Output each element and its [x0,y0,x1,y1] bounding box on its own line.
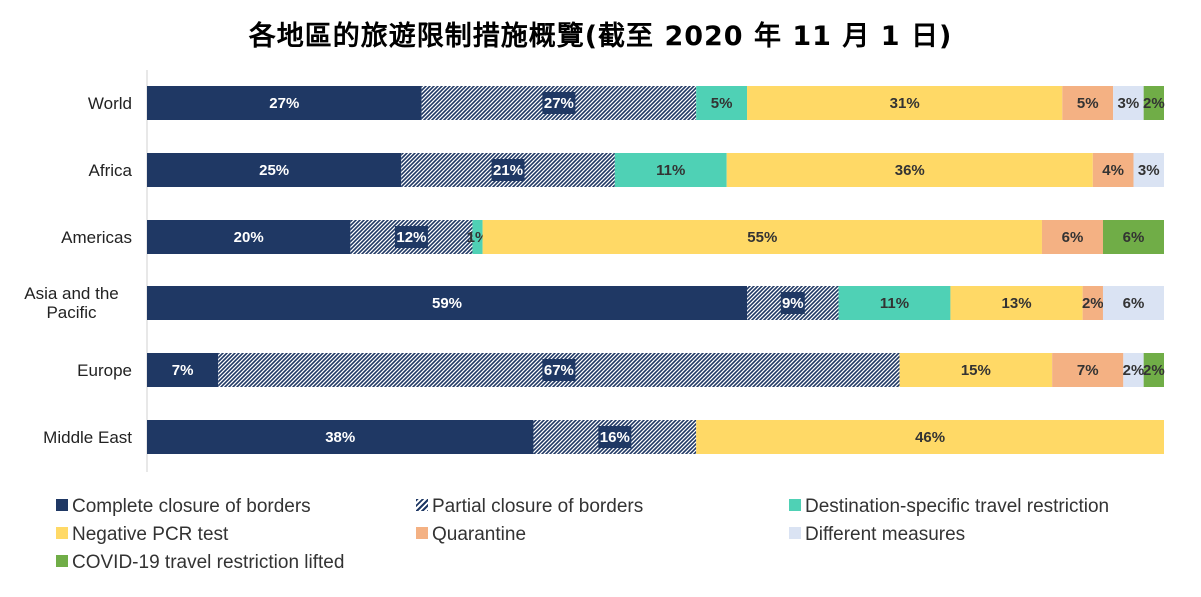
legend-item: COVID-19 travel restriction lifted [56,552,344,574]
legend-swatch [416,527,428,539]
data-label: 6% [1123,229,1145,246]
data-label: 59% [432,295,462,312]
data-label: 6% [1062,229,1084,246]
data-label-background [542,359,576,381]
legend-item: Different measures [789,524,965,546]
bar-segment [1041,220,1103,254]
legend-label: Different measures [805,524,966,545]
legend-swatch [789,527,801,539]
data-label: 67% [544,362,574,379]
legend-swatch [789,499,801,511]
data-label: 13% [1002,295,1032,312]
data-label: 6% [1123,295,1145,312]
bar-segment [899,353,1053,387]
data-label: 27% [269,95,299,112]
legend-item: Complete closure of borders [56,496,311,518]
legend-item: Partial closure of borders [416,496,643,518]
data-label: 11% [880,295,909,312]
legend-swatch [56,555,68,567]
bar-segment [1102,286,1164,320]
bar-segment [472,220,483,254]
legend-label: Quarantine [432,524,527,545]
bar-segment [1113,86,1144,120]
data-label: 4% [1102,162,1124,179]
data-label: 9% [782,295,804,312]
bar-segment [838,286,951,320]
data-label: 2% [1082,295,1104,312]
bars-group: 27% 27% 5% 31% 5% 3% 2%25% 21% 11% 36% 4% 3%20% 12% 1… [147,86,1165,454]
data-label: 5% [711,95,733,112]
category-label: Africa [88,160,132,180]
data-label-background [542,92,576,114]
data-label: 27% [544,95,574,112]
legend-item: Destination-specific travel restriction [789,496,1109,518]
legend-label: COVID-19 travel restriction lifted [72,552,345,573]
data-label: 31% [890,95,920,112]
data-label: 7% [1077,362,1099,379]
data-label: 21% [493,162,523,179]
chart-title: 各地區的旅遊限制措施概覽(截至 2020 年 11 月 1 日) [248,21,953,52]
legend-label: Negative PCR test [72,524,229,545]
bar-segment [726,153,1093,187]
data-label: 3% [1138,162,1160,179]
category-label: Americas [61,227,132,247]
data-label: 20% [234,229,264,246]
legend-label: Partial closure of borders [432,496,644,517]
data-label-background [598,426,632,448]
bar-segment [1143,86,1164,120]
legend-swatch [416,499,428,511]
legend-item: Negative PCR test [56,524,228,546]
legend-swatch [56,527,68,539]
category-label: Europe [77,360,132,380]
bar-segment [482,220,1042,254]
data-label: 46% [915,429,945,446]
bar-segment [1133,153,1164,187]
data-label: 15% [961,362,991,379]
data-label: 36% [895,162,925,179]
bar-segment [614,153,727,187]
bar-segment [147,86,422,120]
legend-item: Quarantine [416,524,526,546]
category-label: World [87,93,132,113]
bar-segment [147,286,748,320]
legend-swatch [56,499,68,511]
bar-segment [747,86,1063,120]
data-label: 38% [325,429,355,446]
bar-segment [147,353,219,387]
bar-segment [147,420,534,454]
data-label: 2% [1143,362,1165,379]
legend-label: Destination-specific travel restriction [805,496,1110,517]
bar-segment [1143,353,1164,387]
data-label-background [780,292,805,314]
bar-segment [950,286,1083,320]
category-label: Middle East [43,427,132,447]
data-label: 11% [656,162,685,179]
data-label: 7% [172,362,194,379]
bar-segment [696,420,1164,454]
bar-segment [1092,153,1134,187]
category-label: Asia and the Pacific [24,284,119,322]
bar-segment [147,153,402,187]
data-label-background [491,159,525,181]
bar-segment [1102,220,1164,254]
bar-segment [1082,286,1103,320]
bar-segment [1052,353,1124,387]
data-label: 12% [396,229,426,246]
bar-segment [1123,353,1144,387]
data-label: 16% [600,429,630,446]
data-label: 25% [259,162,289,179]
legend-label: Complete closure of borders [72,496,311,517]
bar-segment [1062,86,1114,120]
data-label: 55% [747,229,777,246]
bar-segment [696,86,748,120]
data-label: 5% [1077,95,1099,112]
data-label-background [394,226,428,248]
data-label: 2% [1123,362,1145,379]
data-label: 2% [1143,95,1165,112]
bar-segment [147,220,351,254]
data-label: 3% [1118,95,1140,112]
